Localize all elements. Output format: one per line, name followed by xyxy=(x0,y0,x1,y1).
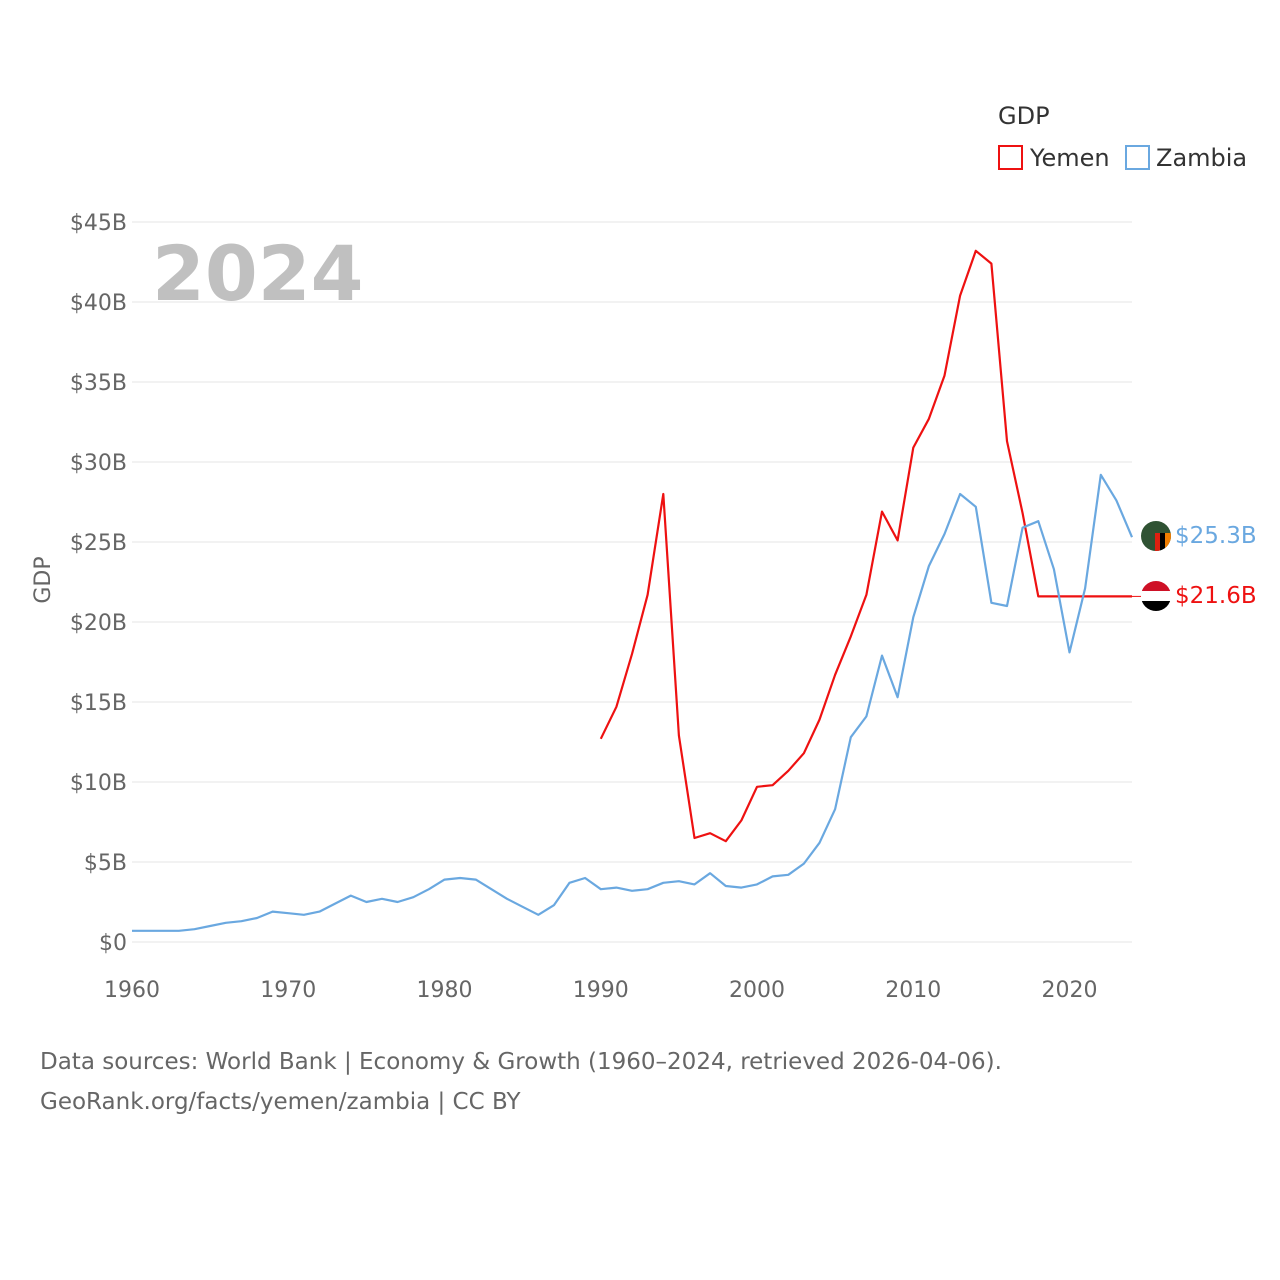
x-tick-label: 2000 xyxy=(729,978,785,1003)
y-tick-label: $0 xyxy=(99,931,127,956)
grid-lines xyxy=(132,221,1132,943)
legend-label-zambia: Zambia xyxy=(1156,144,1247,172)
legend-swatch-zambia xyxy=(1125,145,1150,170)
zambia-end-value: $25.3B xyxy=(1175,523,1257,549)
y-tick-label: $15B xyxy=(70,691,127,716)
y-tick-label: $20B xyxy=(70,611,127,636)
x-axis-ticks: 1960 1970 1980 1990 2000 2010 2020 xyxy=(104,978,1098,1003)
zambia-flag-icon xyxy=(1141,521,1171,551)
x-tick-label: 2020 xyxy=(1042,978,1098,1003)
x-tick-label: 1970 xyxy=(260,978,316,1003)
yemen-flag-icon xyxy=(1141,581,1171,611)
y-axis-label: GDP xyxy=(31,556,56,603)
year-label: 2024 xyxy=(152,229,364,318)
x-tick-label: 1980 xyxy=(417,978,473,1003)
legend-title: GDP xyxy=(998,102,1050,130)
x-tick-label: 2010 xyxy=(885,978,941,1003)
source-line-2: GeoRank.org/facts/yemen/zambia | CC BY xyxy=(40,1089,521,1115)
legend-label-yemen: Yemen xyxy=(1029,144,1110,172)
y-tick-label: $10B xyxy=(70,771,127,796)
legend-swatch-yemen xyxy=(998,145,1023,170)
legend: GDP Yemen Zambia xyxy=(998,102,1247,172)
yemen-end-value: $21.6B xyxy=(1175,583,1257,609)
y-tick-label: $45B xyxy=(70,211,127,236)
x-tick-label: 1960 xyxy=(104,978,160,1003)
source-line-1: Data sources: World Bank | Economy & Gro… xyxy=(40,1049,1002,1075)
y-axis-ticks: $0 $5B $10B $15B $20B $25B $30B $35B $40B $45B xyxy=(70,211,127,956)
series-lines xyxy=(132,249,1141,932)
line-zambia xyxy=(132,473,1134,932)
y-tick-label: $35B xyxy=(70,371,127,396)
y-tick-label: $30B xyxy=(70,451,127,476)
x-tick-label: 1990 xyxy=(573,978,629,1003)
line-yemen xyxy=(599,249,1132,843)
y-tick-label: $40B xyxy=(70,291,127,316)
data-source-note: Data sources: World Bank | Economy & Gro… xyxy=(40,1042,1002,1122)
y-tick-label: $5B xyxy=(84,851,127,876)
y-tick-label: $25B xyxy=(70,531,127,556)
